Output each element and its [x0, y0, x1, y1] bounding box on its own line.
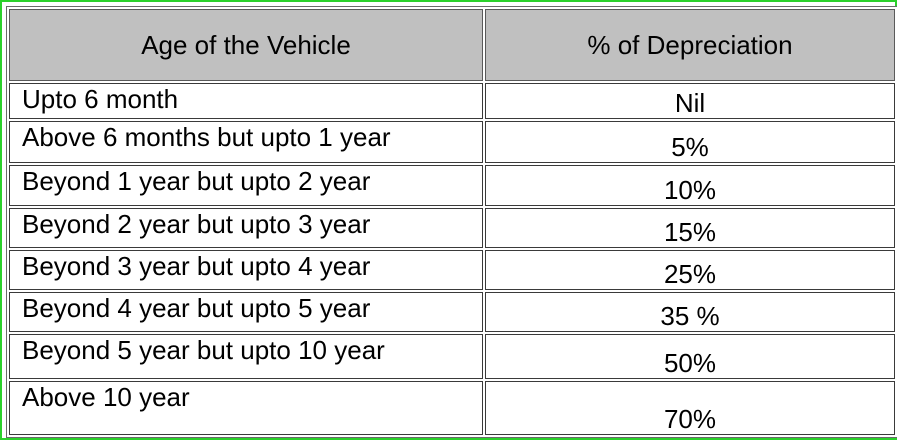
table-row: Beyond 2 year but upto 3 year 15% [9, 207, 895, 248]
depreciation-cell: Nil [485, 83, 895, 120]
header-age-of-vehicle: Age of the Vehicle [9, 9, 483, 81]
table-row: Beyond 5 year but upto 10 year 50% [9, 334, 895, 379]
age-cell: Beyond 4 year but upto 5 year [9, 292, 483, 333]
age-cell: Above 6 months but upto 1 year [9, 121, 483, 164]
depreciation-cell: 50% [485, 334, 895, 379]
age-cell: Beyond 1 year but upto 2 year [9, 165, 483, 206]
depreciation-cell: 35 % [485, 292, 895, 333]
table-row: Beyond 1 year but upto 2 year 10% [9, 165, 895, 206]
depreciation-cell: 70% [485, 380, 895, 435]
depreciation-table: Age of the Vehicle % of Depreciation Upt… [6, 6, 897, 438]
table-header-row: Age of the Vehicle % of Depreciation [9, 9, 895, 81]
table-row: Upto 6 month Nil [9, 83, 895, 120]
age-cell: Beyond 2 year but upto 3 year [9, 207, 483, 248]
age-cell: Beyond 5 year but upto 10 year [9, 334, 483, 379]
depreciation-cell: 10% [485, 165, 895, 206]
table-row: Above 6 months but upto 1 year 5% [9, 121, 895, 164]
table-row: Above 10 year 70% [9, 380, 895, 435]
table-row: Beyond 4 year but upto 5 year 35 % [9, 292, 895, 333]
age-cell: Beyond 3 year but upto 4 year [9, 249, 483, 291]
header-percent-depreciation: % of Depreciation [485, 9, 895, 81]
age-cell: Upto 6 month [9, 83, 483, 120]
depreciation-cell: 15% [485, 207, 895, 248]
depreciation-cell: 25% [485, 249, 895, 291]
table-row: Beyond 3 year but upto 4 year 25% [9, 249, 895, 291]
age-cell: Above 10 year [9, 380, 483, 435]
depreciation-cell: 5% [485, 121, 895, 164]
